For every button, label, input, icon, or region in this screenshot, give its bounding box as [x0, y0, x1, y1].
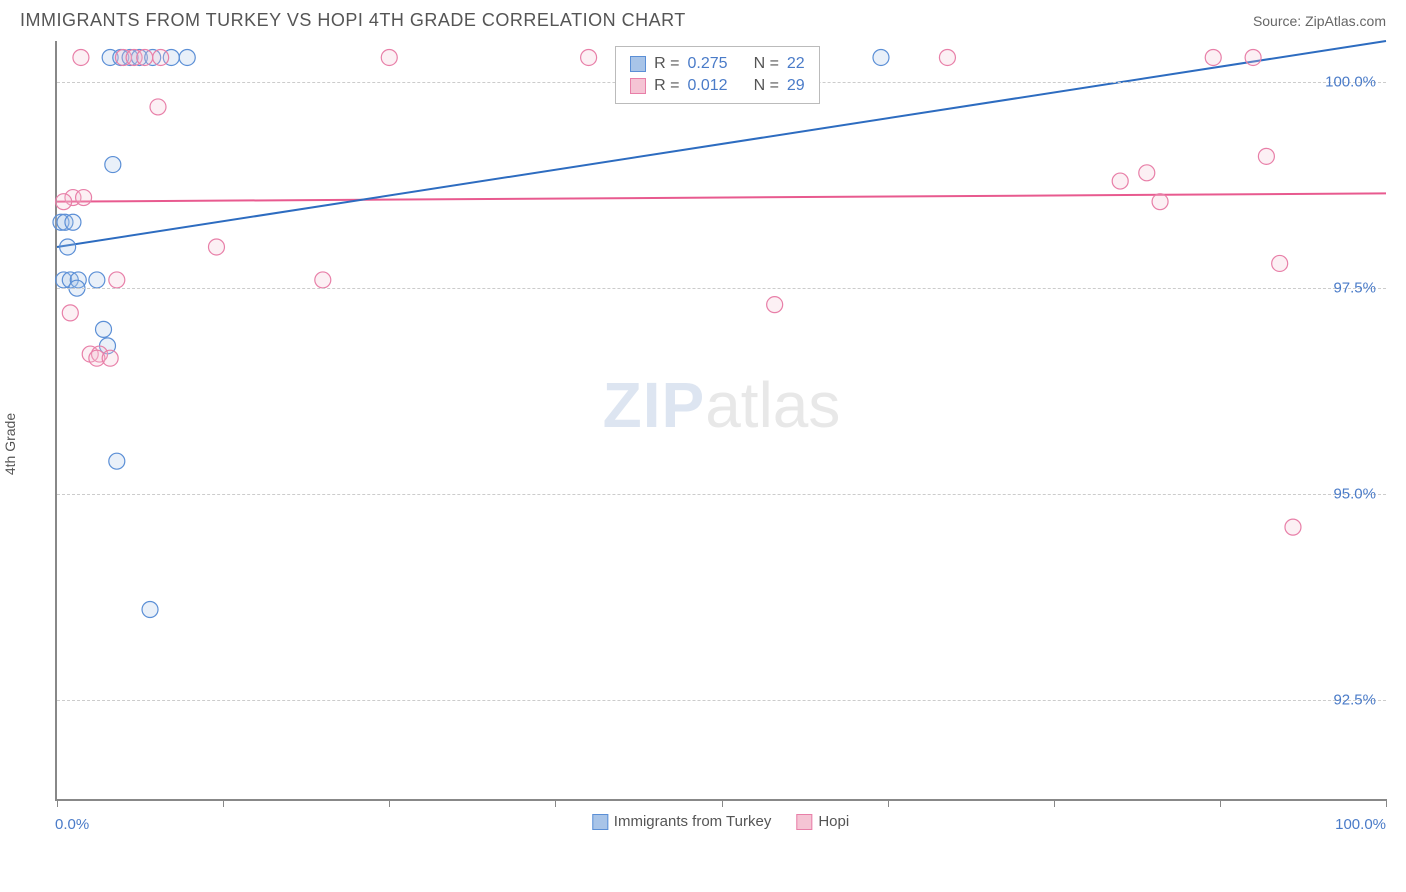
y-tick-label: 95.0%: [1333, 486, 1376, 503]
scatter-point: [102, 350, 118, 366]
stats-row-turkey: R = 0.275 N = 22: [630, 53, 805, 75]
stats-n-value: 29: [787, 77, 805, 95]
chart-source: Source: ZipAtlas.com: [1253, 13, 1386, 29]
legend-item-hopi: Hopi: [796, 813, 849, 830]
regression-line: [57, 193, 1386, 201]
scatter-point: [105, 157, 121, 173]
scatter-point: [1112, 173, 1128, 189]
stats-swatch-turkey: [630, 56, 646, 72]
scatter-point: [1152, 194, 1168, 210]
x-axis-labels: 0.0% Immigrants from Turkey Hopi 100.0%: [55, 801, 1386, 831]
scatter-point: [142, 602, 158, 618]
y-axis-label: 4th Grade: [2, 413, 18, 475]
scatter-point: [89, 272, 105, 288]
stats-r-value: 0.275: [688, 55, 728, 73]
x-tick-label-left: 0.0%: [55, 816, 89, 833]
scatter-point: [109, 453, 125, 469]
scatter-point: [767, 297, 783, 313]
scatter-point: [1272, 255, 1288, 271]
scatter-point: [65, 214, 81, 230]
scatter-point: [1258, 148, 1274, 164]
scatter-point: [315, 272, 331, 288]
scatter-point: [1285, 519, 1301, 535]
scatter-point: [581, 49, 597, 65]
stats-row-hopi: R = 0.012 N = 29: [630, 75, 805, 97]
scatter-point: [873, 49, 889, 65]
stats-n-label: N =: [754, 77, 779, 95]
y-tick-label: 97.5%: [1333, 280, 1376, 297]
scatter-point: [60, 239, 76, 255]
stats-n-label: N =: [754, 55, 779, 73]
scatter-point: [1205, 49, 1221, 65]
stats-r-label: R =: [654, 55, 679, 73]
stats-swatch-hopi: [630, 78, 646, 94]
plot-area: ZIPatlas R = 0.275 N = 22 R = 0.012 N = …: [55, 41, 1386, 801]
scatter-point: [1245, 49, 1261, 65]
scatter-point: [208, 239, 224, 255]
scatter-point: [73, 49, 89, 65]
chart-title: IMMIGRANTS FROM TURKEY VS HOPI 4TH GRADE…: [20, 10, 686, 31]
y-tick-label: 92.5%: [1333, 692, 1376, 709]
scatter-point: [381, 49, 397, 65]
scatter-point: [96, 321, 112, 337]
legend-label-hopi: Hopi: [818, 813, 849, 830]
chart-container: 4th Grade ZIPatlas R = 0.275 N = 22 R = …: [20, 41, 1386, 831]
scatter-point: [76, 190, 92, 206]
gridline: [57, 288, 1386, 289]
stats-r-value: 0.012: [688, 77, 728, 95]
legend-swatch-hopi: [796, 814, 812, 830]
legend-label-turkey: Immigrants from Turkey: [614, 813, 772, 830]
legend-swatch-turkey: [592, 814, 608, 830]
scatter-point: [153, 49, 169, 65]
stats-box: R = 0.275 N = 22 R = 0.012 N = 29: [615, 46, 820, 104]
plot-svg: [57, 41, 1386, 799]
scatter-point: [179, 49, 195, 65]
legend-item-turkey: Immigrants from Turkey: [592, 813, 772, 830]
stats-r-label: R =: [654, 77, 679, 95]
scatter-point: [1139, 165, 1155, 181]
x-tick: [1386, 799, 1387, 807]
bottom-legend: Immigrants from Turkey Hopi: [592, 813, 849, 830]
stats-n-value: 22: [787, 55, 805, 73]
gridline: [57, 494, 1386, 495]
scatter-point: [939, 49, 955, 65]
chart-header: IMMIGRANTS FROM TURKEY VS HOPI 4TH GRADE…: [0, 0, 1406, 36]
y-tick-label: 100.0%: [1325, 74, 1376, 91]
scatter-point: [56, 194, 72, 210]
scatter-point: [62, 305, 78, 321]
x-tick-label-right: 100.0%: [1335, 816, 1386, 833]
scatter-point: [137, 49, 153, 65]
scatter-point: [109, 272, 125, 288]
gridline: [57, 700, 1386, 701]
scatter-point: [150, 99, 166, 115]
